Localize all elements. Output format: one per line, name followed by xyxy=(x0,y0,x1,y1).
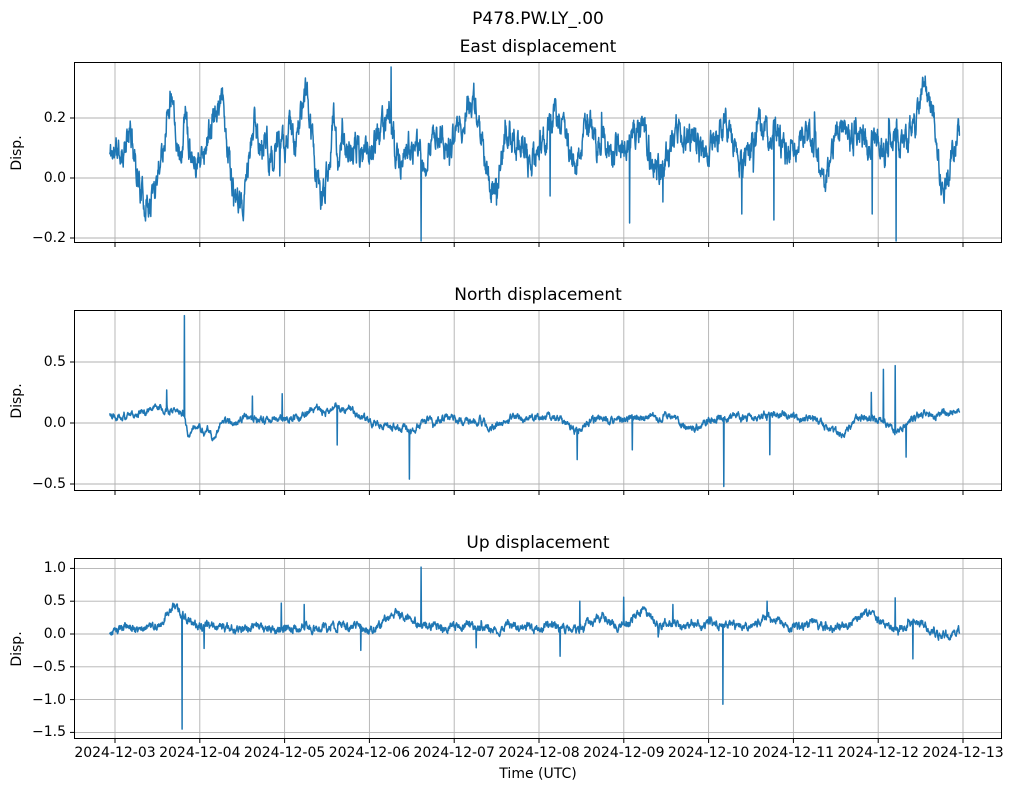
y-tick-label: 1.0 xyxy=(43,560,66,577)
y-axis-label-east: Disp. xyxy=(9,135,25,171)
x-tick-label: 2024-12-12 xyxy=(837,745,919,761)
x-tick-label: 2024-12-11 xyxy=(752,745,835,761)
subplot-title-east: East displacement xyxy=(459,37,617,57)
y-tick-label: −0.2 xyxy=(32,229,66,246)
x-tick-label: 2024-12-06 xyxy=(328,745,411,761)
y-tick-label: −0.5 xyxy=(32,475,66,492)
figure-title: P478.PW.LY_.00 xyxy=(472,9,604,29)
x-tick-label: 2024-12-13 xyxy=(922,745,1004,761)
y-tick-label: 0.5 xyxy=(43,593,66,610)
subplot-title-north: North displacement xyxy=(454,285,622,305)
y-tick-label: −1.0 xyxy=(32,691,66,708)
subplot-title-up: Up displacement xyxy=(466,533,610,553)
y-axis-label-north: Disp. xyxy=(9,383,25,419)
x-tick-label: 2024-12-09 xyxy=(583,745,665,761)
x-tick-label: 2024-12-05 xyxy=(243,745,326,761)
east-displacement-chart xyxy=(70,62,1002,247)
y-tick-label: −0.5 xyxy=(32,658,66,675)
x-tick-label: 2024-12-04 xyxy=(159,745,241,761)
north-displacement-chart xyxy=(70,310,1002,495)
y-tick-label: 0.0 xyxy=(43,414,66,431)
y-tick-label: 0.2 xyxy=(43,110,66,126)
x-tick-label: 2024-12-03 xyxy=(74,745,156,761)
x-tick-label: 2024-12-08 xyxy=(498,745,580,761)
y-tick-label: −1.5 xyxy=(32,724,66,741)
y-tick-label: 0.0 xyxy=(43,625,66,642)
y-axis-label-up: Disp. xyxy=(9,631,25,667)
up-displacement-chart xyxy=(70,558,1002,743)
x-tick-label: 2024-12-07 xyxy=(413,745,495,761)
x-tick-label: 2024-12-10 xyxy=(667,745,750,761)
y-tick-label: 0.0 xyxy=(43,169,66,186)
x-axis-label: Time (UTC) xyxy=(499,766,577,782)
y-tick-label: 0.5 xyxy=(43,353,66,370)
